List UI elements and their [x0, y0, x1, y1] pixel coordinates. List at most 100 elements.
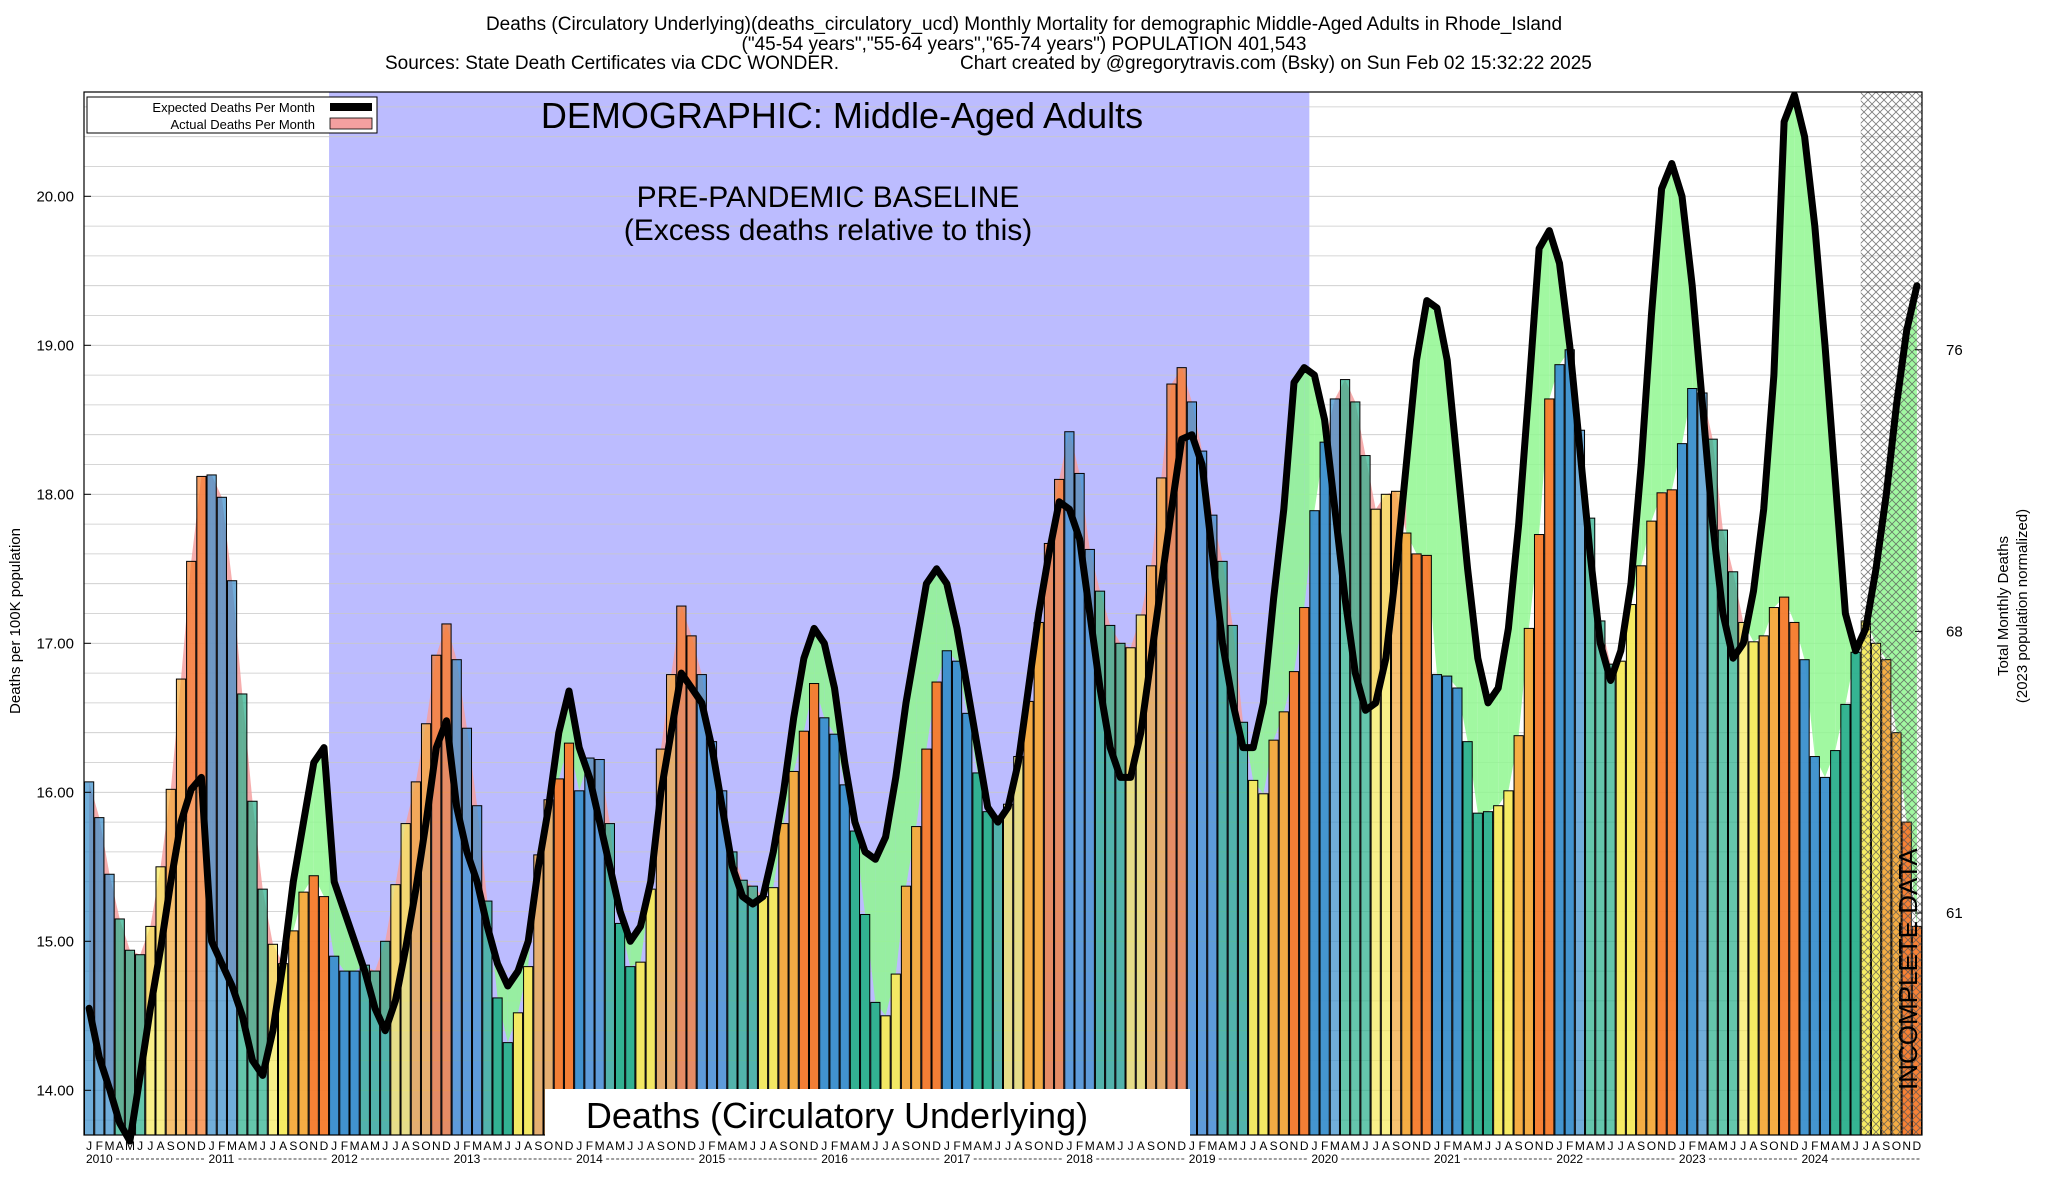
actual-bar	[216, 496, 227, 1136]
actual-bar	[1503, 790, 1514, 1136]
actual-bar	[563, 742, 575, 1136]
x-month-label: O	[1892, 1139, 1901, 1153]
x-month-label: F	[1321, 1139, 1328, 1153]
x-month-label: J	[1557, 1139, 1563, 1153]
actual-bar	[247, 800, 258, 1136]
actual-bar	[1656, 492, 1667, 1136]
actual-bar	[84, 781, 95, 1136]
x-month-label: S	[1270, 1139, 1278, 1153]
x-month-label: M	[1228, 1139, 1238, 1153]
x-month-label: M	[472, 1139, 482, 1153]
y-tick-label: 18.00	[36, 486, 74, 503]
actual-bar	[696, 674, 707, 1136]
excess-area	[1457, 464, 1468, 742]
excess-area	[1814, 226, 1825, 778]
actual-bar	[1370, 508, 1381, 1136]
excess-area	[630, 926, 641, 967]
actual-bar	[1452, 687, 1463, 1136]
x-month-label: D	[932, 1139, 941, 1153]
x-month-label: J	[1311, 1139, 1317, 1153]
actual-bar	[461, 727, 473, 1136]
excess-area	[1845, 613, 1856, 705]
excess-area	[1273, 509, 1284, 741]
actual-bar	[543, 799, 554, 1136]
actual-bar	[1054, 478, 1065, 1136]
x-month-label: O	[1647, 1139, 1656, 1153]
x-month-label: M	[350, 1139, 360, 1153]
x-month-label: M	[247, 1139, 257, 1153]
excess-area	[1743, 591, 1754, 644]
x-month-label: S	[1637, 1139, 1645, 1153]
actual-bar	[1615, 660, 1626, 1136]
actual-bar	[441, 623, 452, 1136]
x-year-label: 2024	[1801, 1152, 1828, 1166]
x-month-label: J	[331, 1139, 337, 1153]
x-month-label: J	[995, 1139, 1001, 1153]
actual-bar	[788, 770, 799, 1136]
actual-bar	[502, 1042, 513, 1136]
actual-bar	[1350, 401, 1361, 1136]
y-tick-label: 15.00	[36, 933, 74, 950]
x-month-label: J	[137, 1139, 143, 1153]
x-month-label: D	[1177, 1139, 1186, 1153]
x-month-label: J	[1679, 1139, 1685, 1153]
x-month-label: J	[515, 1139, 521, 1153]
x-month-label: S	[657, 1139, 665, 1153]
incomplete-data-label: INCOMPLETE DATA	[1893, 848, 1923, 1090]
actual-bar	[778, 823, 789, 1136]
actual-bar	[584, 757, 595, 1136]
excess-area	[1651, 188, 1662, 522]
x-month-label: N	[1412, 1139, 1421, 1153]
x-month-label: O	[176, 1139, 185, 1153]
x-month-label: A	[238, 1139, 246, 1153]
x-month-label: M	[962, 1139, 972, 1153]
actual-bar	[1646, 520, 1657, 1136]
x-month-label: M	[1840, 1139, 1850, 1153]
x-month-label: N	[554, 1139, 563, 1153]
x-month-label: D	[320, 1139, 329, 1153]
actual-bar	[257, 888, 268, 1136]
y-tick-label: 19.00	[36, 337, 74, 354]
x-month-label: J	[1434, 1139, 1440, 1153]
actual-bar	[431, 654, 442, 1136]
x-month-label: A	[1014, 1139, 1022, 1153]
x-month-label: M	[1452, 1139, 1462, 1153]
actual-bar	[1043, 542, 1055, 1136]
actual-bar	[1809, 756, 1820, 1136]
x-month-label: M	[717, 1139, 727, 1153]
x-month-label: S	[1515, 1139, 1523, 1153]
excess-area	[1661, 163, 1672, 493]
actual-bar	[1748, 641, 1759, 1136]
x-month-label: J	[454, 1139, 460, 1153]
x-month-label: D	[687, 1139, 696, 1153]
x-month-label: J	[944, 1139, 950, 1153]
actual-bar	[1758, 635, 1769, 1136]
x-month-label: N	[1902, 1139, 1911, 1153]
x-month-label: A	[1586, 1139, 1594, 1153]
x-month-label: A	[483, 1139, 491, 1153]
x-month-label: O	[1157, 1139, 1166, 1153]
x-month-label: N	[922, 1139, 931, 1153]
actual-bar	[1380, 493, 1392, 1136]
x-month-label: O	[666, 1139, 675, 1153]
actual-bar	[1237, 721, 1249, 1136]
actual-bar	[1319, 441, 1330, 1136]
x-month-label: J	[1362, 1139, 1368, 1153]
actual-bar	[931, 681, 942, 1136]
x-month-label: M	[983, 1139, 993, 1153]
x-month-label: N	[1045, 1139, 1054, 1153]
actual-bar	[206, 474, 217, 1136]
excess-area	[1794, 94, 1805, 660]
x-month-label: S	[1882, 1139, 1890, 1153]
actual-bar	[1605, 663, 1616, 1136]
x-month-label: F	[463, 1139, 470, 1153]
excess-area	[1528, 248, 1540, 629]
actual-bar	[911, 826, 922, 1136]
x-month-label: J	[1730, 1139, 1736, 1153]
x-year-label: 2019	[1189, 1152, 1216, 1166]
x-month-label: A	[1627, 1139, 1635, 1153]
x-month-label: S	[412, 1139, 420, 1153]
x-month-label: J	[1618, 1139, 1624, 1153]
actual-bar	[288, 930, 299, 1136]
x-month-label: M	[1350, 1139, 1360, 1153]
